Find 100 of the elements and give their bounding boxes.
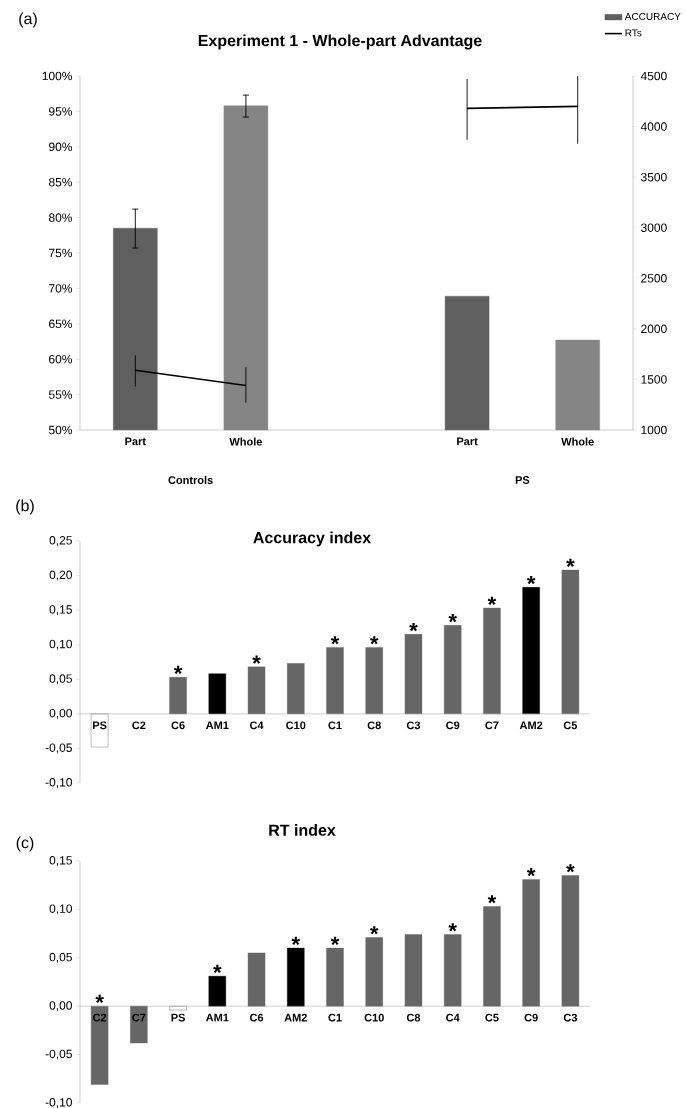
annotation: * [291,936,301,945]
y-tick-label: -0,10 [45,778,72,788]
y-tick-label: 0,05 [49,674,72,685]
x-tick-label: C7 [485,721,499,730]
x-tick-label: C3 [563,1013,578,1022]
x-tick-label: C5 [563,721,578,730]
text: Controls [168,475,213,485]
y2-tick-label: 2500 [641,274,667,283]
y-tick-label: -0,05 [45,1049,72,1060]
x-tick-label: AM1 [205,1013,229,1022]
x-tick-label: C4 [249,721,264,730]
x-tick-label: C5 [485,1013,499,1022]
bar [287,663,305,715]
x-tick-label: C9 [524,1013,538,1022]
y-tick-label: 80% [48,213,73,222]
y-tick-label: 0,10 [49,904,72,915]
annotation: * [487,596,497,605]
annotation: * [448,614,457,623]
x-tick-label: C9 [446,721,460,730]
bar [169,677,187,715]
chart-title: RT index [269,824,336,836]
bar [208,975,227,1007]
x-tick-label: C1 [328,1013,342,1022]
annotation: * [213,964,222,974]
bar [287,947,305,1007]
chart-title: Accuracy index [253,531,371,547]
y2-tick-label: 3500 [640,172,667,182]
x-tick-label: C2 [93,1013,107,1022]
y-tick-label: 0,15 [49,605,72,616]
x-tick-label: C3 [406,721,421,730]
annotation: * [173,665,183,675]
annotation: * [526,868,536,877]
bar [522,587,540,715]
x-tick-label: C8 [367,721,381,730]
y2-tick-label: 1000 [641,425,667,435]
y-tick-label: -0,10 [45,1098,72,1108]
bar [561,875,580,1007]
x-tick-label: C1 [328,721,342,730]
bar [561,569,580,715]
bar [483,906,501,1007]
annotation: * [95,994,104,1004]
text: (b) [16,499,34,515]
bar [208,673,227,715]
bar [365,647,383,715]
x-tick-label: AM2 [284,1013,307,1022]
y-tick-label: 95% [49,107,73,116]
annotation: * [566,864,575,873]
y-tick-label: 65% [49,319,73,329]
annotation: * [526,575,536,585]
y-tick-label: 0,10 [49,639,72,650]
bar [247,952,266,1007]
text: PS [515,476,530,484]
y-tick-label: 0,15 [49,856,72,866]
annotation: * [330,636,340,645]
annotation: * [487,895,497,904]
x-tick-label: C10 [364,1013,384,1022]
y2-tick-label: 4000 [640,122,667,131]
bar [404,934,423,1007]
x-tick-label: AM2 [519,721,543,730]
y-tick-label: -0,05 [45,743,72,754]
y-tick-label: 0,20 [49,570,72,581]
x-tick-label: Part [125,437,146,446]
x-tick-label: C7 [132,1013,146,1022]
annotation: * [252,655,261,664]
x-tick-label: C2 [132,721,146,730]
x-tick-label: Whole [229,437,263,446]
y-tick-label: 60% [49,354,73,364]
annotation: * [409,623,418,632]
y-tick-label: 85% [48,177,73,187]
bar [522,879,540,1007]
annotation: * [566,558,575,567]
y-tick-label: 55% [48,390,73,399]
bar [365,937,383,1007]
bar [444,934,462,1007]
bar [90,1006,109,1085]
text: (a) [19,12,37,28]
y-tick-label: 50% [48,425,73,435]
chart-title: Experiment 1 - Whole-part Advantage [198,34,482,50]
x-tick-label: C6 [249,1013,264,1022]
y2-tick-label: 2000 [641,324,667,334]
x-tick-label: Whole [561,437,594,446]
bar [326,947,344,1007]
y2-tick-label: 1500 [641,375,667,384]
y-tick-label: 0,25 [49,536,72,546]
bar [90,713,109,748]
text: (c) [16,836,34,852]
y-tick-label: 0,00 [49,708,72,719]
annotation: * [370,636,379,645]
annotation: * [330,936,340,945]
y-tick-label: 90% [49,142,73,152]
annotation: * [448,923,457,932]
annotation: * [370,926,379,935]
x-tick-label: PS [93,721,107,730]
x-tick-label: C10 [286,721,306,730]
x-tick-label: PS [171,1013,185,1022]
x-tick-label: C4 [446,1013,460,1022]
bar [169,1006,187,1011]
y-tick-label: 100% [42,71,73,81]
x-tick-label: Part [457,437,478,446]
y-tick-label: 0,00 [49,1001,72,1012]
